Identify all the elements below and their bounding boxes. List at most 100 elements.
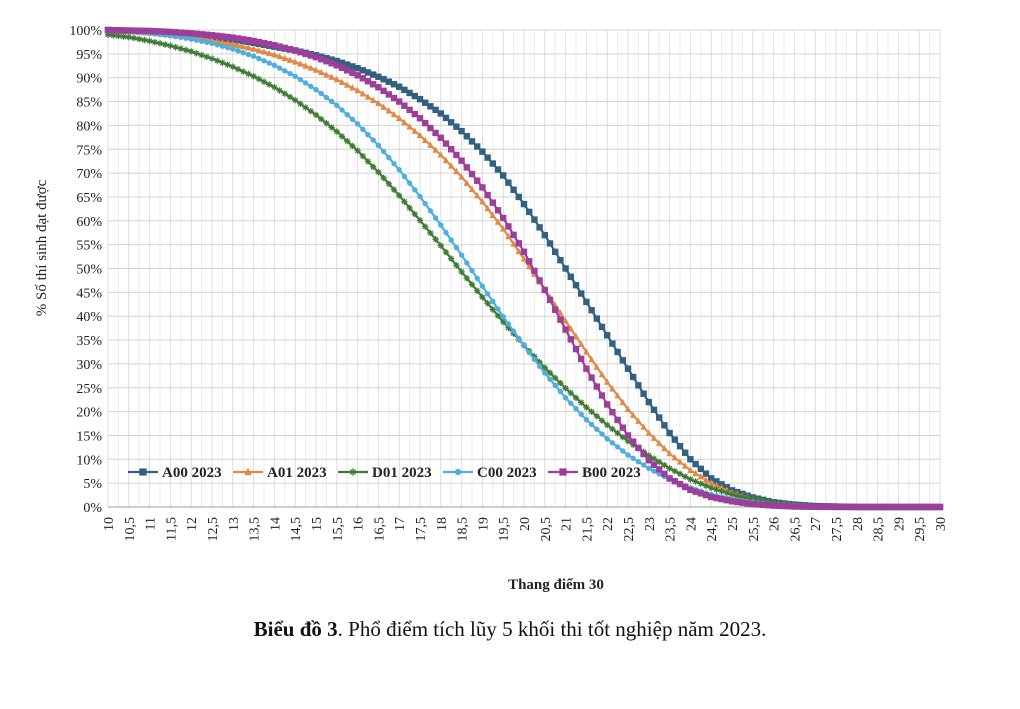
data-point (214, 37, 221, 45)
data-point (104, 26, 112, 34)
data-point (333, 75, 340, 83)
data-point (292, 96, 299, 104)
data-point (775, 502, 782, 510)
data-point (172, 43, 179, 51)
data-point (562, 265, 569, 272)
y-tick-label: 60% (76, 215, 102, 230)
data-point (687, 486, 694, 494)
x-tick-label: 29 (892, 517, 907, 531)
data-point (188, 36, 194, 42)
data-point (588, 408, 595, 415)
data-point (838, 503, 845, 511)
data-point (396, 114, 403, 121)
data-point (676, 480, 684, 488)
data-point (224, 33, 231, 41)
data-point (370, 137, 376, 143)
data-point (614, 429, 621, 437)
data-point (490, 298, 496, 305)
data-point (412, 187, 418, 193)
data-point (344, 67, 351, 74)
data-point (292, 73, 298, 79)
data-point (442, 248, 450, 256)
data-point (557, 309, 564, 316)
data-point (921, 503, 928, 511)
data-point (817, 503, 824, 511)
data-point (614, 416, 621, 424)
data-point (333, 57, 340, 65)
data-point (640, 423, 647, 430)
data-point (432, 146, 439, 153)
data-point (104, 31, 112, 38)
data-point (609, 340, 616, 347)
data-point (224, 39, 231, 47)
data-point (713, 478, 720, 485)
data-point (193, 37, 200, 43)
data-point (276, 65, 283, 71)
data-point (178, 34, 184, 41)
data-point (744, 500, 751, 507)
data-point (572, 281, 580, 289)
data-point (588, 355, 595, 363)
data-point (204, 39, 210, 45)
data-point (609, 425, 616, 433)
data-point (203, 31, 210, 38)
data-point (723, 489, 730, 497)
data-point (365, 132, 371, 138)
data-point (489, 211, 496, 219)
data-point (427, 208, 434, 214)
data-point (364, 69, 372, 76)
data-point (136, 35, 143, 43)
data-point (895, 503, 902, 511)
x-tick-label: 25 (726, 517, 741, 531)
data-point (650, 461, 658, 468)
data-point (110, 32, 117, 39)
data-point (437, 110, 444, 117)
data-point (573, 406, 579, 412)
data-point (437, 134, 444, 142)
data-point (650, 406, 658, 414)
data-point (754, 501, 762, 508)
x-tick-label: 15 (310, 517, 325, 531)
data-point (676, 458, 684, 465)
data-point (661, 444, 668, 452)
data-point (858, 503, 866, 511)
data-point (208, 55, 216, 62)
data-point (682, 473, 689, 480)
data-point (531, 353, 538, 360)
data-point (219, 38, 226, 46)
data-point (505, 232, 512, 240)
legend-label: C00 2023 (477, 465, 537, 481)
data-point (411, 92, 418, 100)
data-point (224, 61, 231, 68)
data-point (344, 61, 351, 68)
data-point (214, 32, 221, 40)
data-point (234, 41, 242, 49)
data-point (463, 164, 470, 171)
data-point (453, 262, 460, 269)
data-point (468, 138, 476, 145)
data-point (271, 62, 278, 68)
data-point (541, 364, 548, 371)
data-point (500, 225, 507, 232)
data-point (645, 429, 652, 436)
y-tick-label: 40% (76, 310, 102, 325)
data-point (427, 141, 434, 148)
x-tick-label: 28 (851, 517, 866, 531)
data-point (609, 408, 616, 416)
data-point (308, 83, 314, 89)
data-point (349, 468, 357, 476)
data-point (619, 433, 626, 441)
data-point (567, 336, 574, 343)
data-point (697, 465, 704, 473)
data-point (401, 118, 408, 126)
data-point (401, 86, 408, 94)
data-point (364, 158, 372, 165)
legend-item: D01 2023 (338, 465, 432, 481)
data-point (500, 214, 507, 222)
data-point (240, 68, 247, 75)
data-point (666, 465, 673, 472)
data-point (562, 395, 569, 401)
data-point (536, 358, 543, 366)
data-point (437, 242, 444, 249)
data-point (359, 75, 366, 82)
